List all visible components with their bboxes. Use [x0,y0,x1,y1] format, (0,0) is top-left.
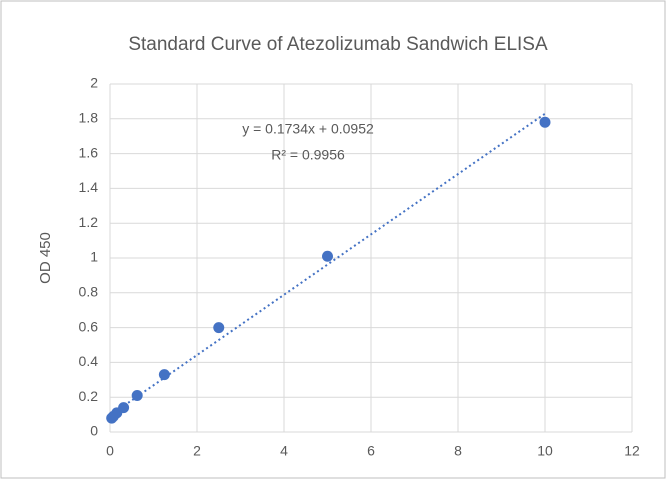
y-tick-label: 2 [90,75,98,91]
trendline-equation: y = 0.1734x + 0.0952 [242,121,374,137]
x-tick-label: 6 [367,443,375,459]
point [158,369,170,381]
x-tick-label: 0 [106,443,114,459]
y-tick-label: 0.4 [79,353,99,369]
y-tick-label: 0 [90,423,98,439]
y-tick-label: 0.8 [79,284,99,300]
x-tick-label: 4 [280,443,288,459]
y-tick-label: 1 [90,249,98,265]
x-tick-label: 10 [537,443,553,459]
y-axis-label: OD 450 [37,232,54,284]
x-tick-label: 8 [454,443,462,459]
y-tick-label: 1.2 [79,214,99,230]
y-tick-label: 0.2 [79,388,99,404]
x-tick-label: 2 [193,443,201,459]
x-tick-label: 12 [624,443,640,459]
y-tick-label: 1.6 [79,144,99,160]
y-tick-label: 1.8 [79,110,99,126]
point [131,389,143,401]
y-tick-label: 1.4 [79,179,99,195]
trendline-r2: R² = 0.9956 [271,147,345,163]
y-tick-label: 0.6 [79,318,99,334]
point [213,322,225,334]
point [118,402,130,414]
point [539,116,551,128]
point [322,250,333,262]
chart-title: Standard Curve of Atezolizumab Sandwich … [128,34,548,55]
